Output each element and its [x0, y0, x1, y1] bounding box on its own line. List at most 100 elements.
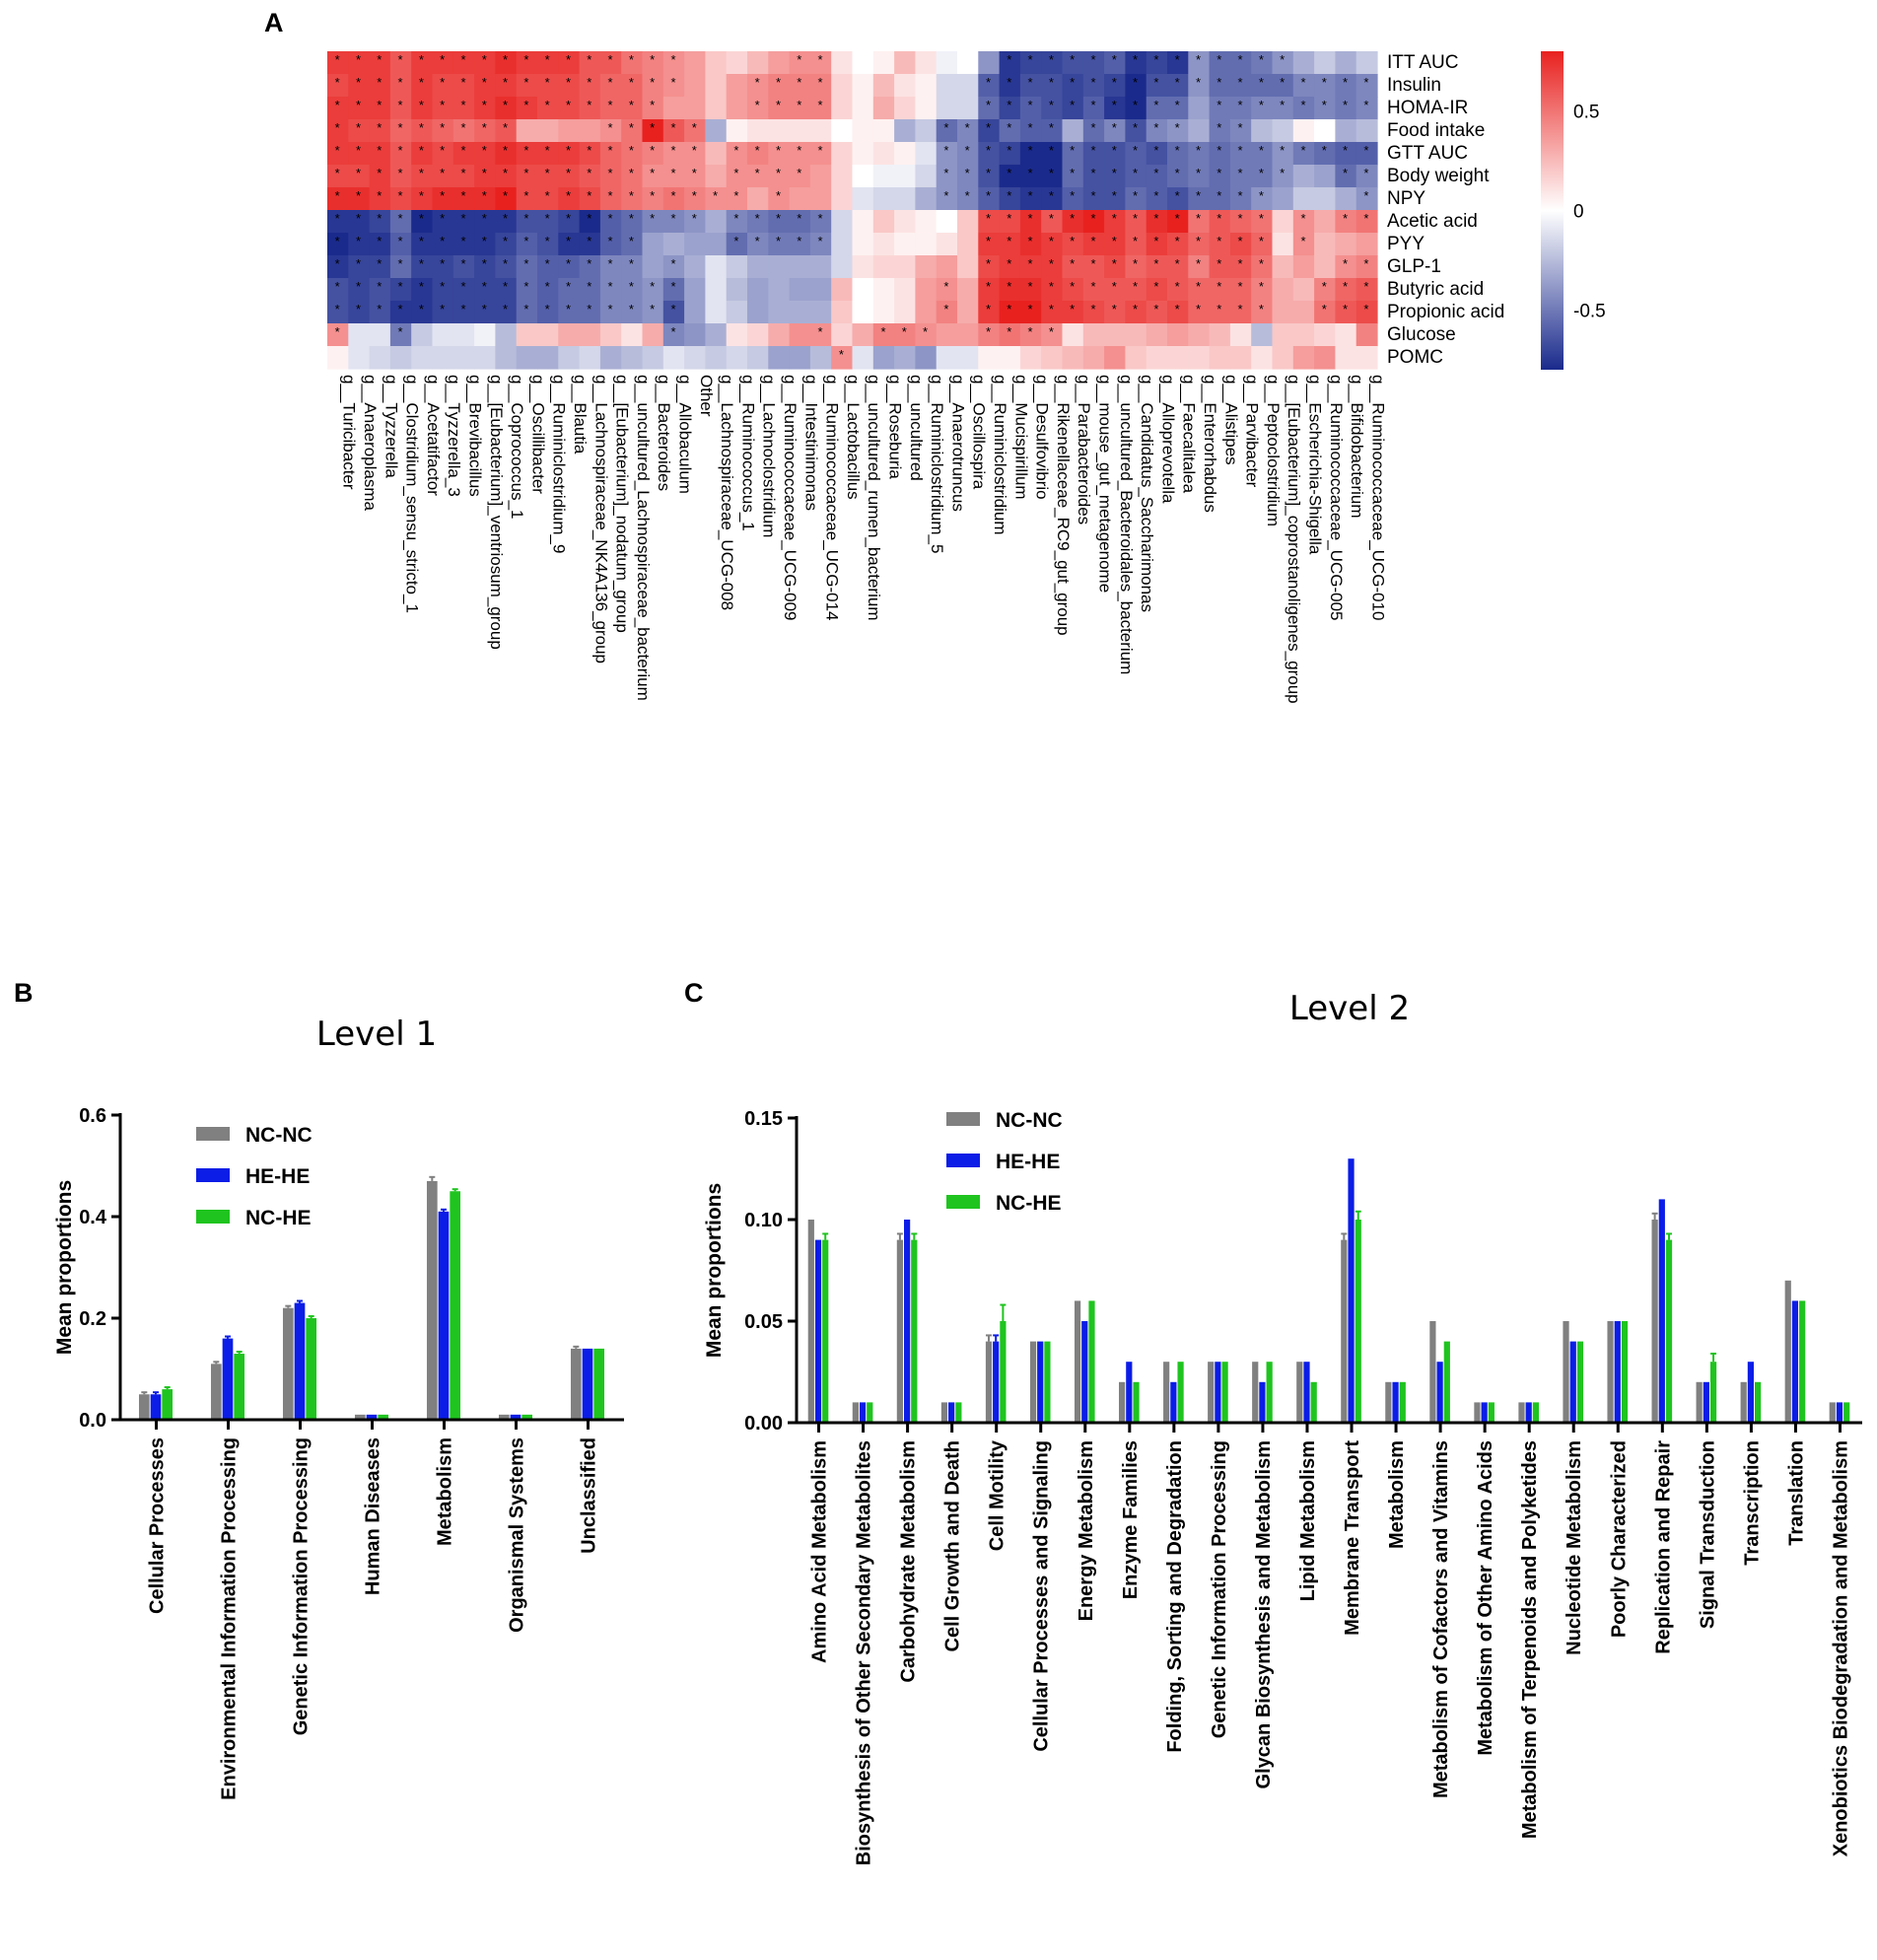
heatmap-cell — [1041, 346, 1064, 370]
bar — [1029, 1341, 1037, 1423]
heatmap-cell — [999, 233, 1021, 256]
significance-star: * — [670, 120, 675, 135]
heatmap-cell — [389, 187, 412, 211]
heatmap-cell — [915, 301, 938, 324]
heatmap-cell — [369, 210, 391, 234]
y-axis-title: Mean proportions — [53, 1180, 76, 1355]
heatmap-cell — [1125, 51, 1147, 75]
x-tick-label: Cell Motility — [987, 1439, 1008, 1551]
y-tick-label: 0.4 — [79, 1207, 107, 1228]
significance-star: * — [377, 188, 382, 203]
significance-star: * — [650, 211, 655, 226]
heatmap-cell — [936, 97, 958, 120]
significance-star: * — [1007, 302, 1011, 316]
heatmap-cell — [1104, 51, 1126, 75]
column-label: g__[Eubacterium]_coprostanoligenes_group — [1285, 375, 1303, 704]
significance-star: * — [608, 166, 613, 180]
significance-star: * — [1070, 234, 1075, 248]
significance-star: * — [650, 302, 655, 316]
heatmap-cell — [1167, 74, 1189, 98]
significance-star: * — [986, 302, 991, 316]
heatmap-cell — [768, 323, 791, 347]
significance-star: * — [1070, 166, 1075, 180]
significance-star: * — [482, 188, 487, 203]
significance-star: * — [566, 75, 571, 90]
heatmap-cell — [1104, 233, 1126, 256]
heatmap-cell — [705, 210, 728, 234]
significance-star: * — [713, 188, 718, 203]
significance-star: * — [1343, 166, 1348, 180]
heatmap-cell — [1125, 210, 1147, 234]
significance-star: * — [1049, 279, 1054, 294]
heatmap-cell — [1292, 278, 1315, 302]
heatmap-cell — [1229, 74, 1252, 98]
significance-star: * — [1259, 98, 1264, 112]
heatmap-cell — [432, 346, 454, 370]
significance-star: * — [1112, 166, 1117, 180]
significance-star: * — [377, 98, 382, 112]
heatmap-cell — [684, 119, 706, 143]
significance-star: * — [1259, 279, 1264, 294]
heatmap-cell — [1082, 255, 1105, 279]
heatmap-cell — [516, 255, 538, 279]
column-label: g__Candidatus_Saccharimonas — [1138, 375, 1156, 612]
heatmap-cell — [747, 142, 769, 166]
heatmap-cell — [1104, 165, 1126, 188]
significance-star: * — [419, 188, 424, 203]
significance-star: * — [503, 75, 508, 90]
heatmap-cell — [1335, 187, 1357, 211]
heatmap-cell — [452, 346, 475, 370]
heatmap-cell — [389, 301, 412, 324]
heatmap-cell — [809, 323, 832, 347]
significance-star: * — [398, 256, 403, 271]
heatmap-cell — [1082, 74, 1105, 98]
significance-star: * — [1133, 234, 1138, 248]
row-label: Insulin — [1387, 75, 1441, 96]
legend-swatch — [196, 1168, 230, 1182]
heatmap-cell — [662, 187, 685, 211]
heatmap-cell — [726, 97, 748, 120]
heatmap-cell — [1082, 323, 1105, 347]
significance-star: * — [1238, 166, 1243, 180]
heatmap-cell — [452, 255, 475, 279]
heatmap-cell — [1272, 142, 1294, 166]
chart-title: Level 1 — [316, 1015, 437, 1054]
significance-star: * — [629, 98, 634, 112]
significance-star: * — [1070, 256, 1075, 271]
significance-star: * — [797, 143, 801, 158]
x-tick-label: Amino Acid Metabolism — [809, 1440, 831, 1663]
significance-star: * — [1175, 120, 1180, 135]
heatmap-cell — [537, 74, 559, 98]
heatmap-cell — [327, 187, 349, 211]
significance-star: * — [335, 324, 340, 339]
heatmap-cell — [516, 233, 538, 256]
column-label: g__Peptoclostridium — [1264, 375, 1283, 526]
heatmap-cell — [1272, 301, 1294, 324]
significance-star: * — [1049, 143, 1054, 158]
significance-star: * — [1070, 188, 1075, 203]
heatmap-cell — [452, 97, 475, 120]
significance-star: * — [440, 98, 445, 112]
heatmap-cell — [768, 233, 791, 256]
significance-star: * — [356, 302, 361, 316]
heatmap-cell — [642, 323, 664, 347]
significance-star: * — [545, 279, 550, 294]
x-tick-label: Metabolism of Cofactors and Vitamins — [1430, 1440, 1452, 1798]
heatmap-cell — [1356, 187, 1378, 211]
heatmap-cell — [789, 323, 811, 347]
column-label: Other — [697, 375, 716, 417]
significance-star: * — [670, 143, 675, 158]
heatmap-cell — [348, 255, 371, 279]
significance-star: * — [335, 302, 340, 316]
heatmap-cell — [1125, 187, 1147, 211]
significance-star: * — [1196, 143, 1201, 158]
significance-star: * — [1153, 279, 1158, 294]
heatmap-cell — [809, 51, 832, 75]
significance-star: * — [482, 234, 487, 248]
bar — [1576, 1341, 1584, 1423]
significance-star: * — [797, 75, 801, 90]
heatmap-cell — [1188, 187, 1211, 211]
heatmap-cell — [558, 74, 581, 98]
bar — [1784, 1280, 1791, 1423]
significance-star: * — [670, 302, 675, 316]
